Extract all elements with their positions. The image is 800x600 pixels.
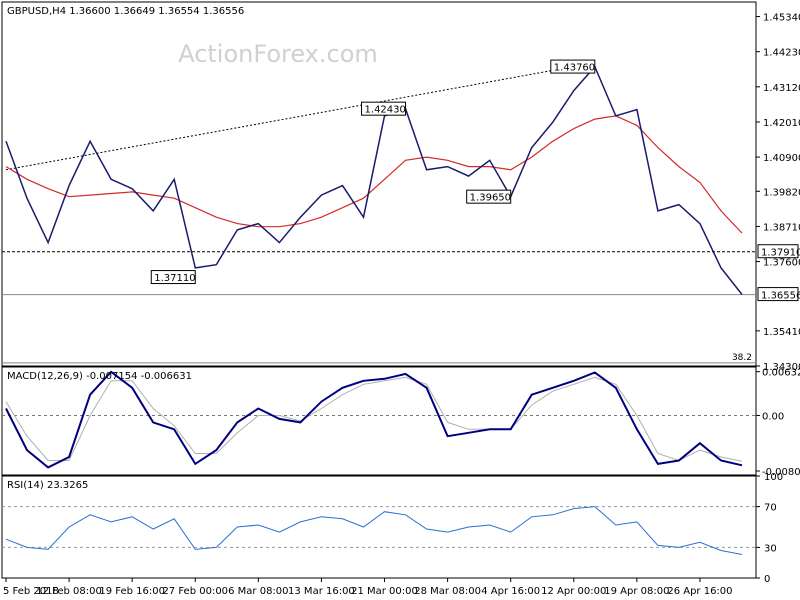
x-tick-label: 21 Mar 00:00 [351, 586, 418, 597]
price-y-axis: 1.45340 1.44230 1.43120 1.42010 1.40900 1.398… [756, 13, 800, 373]
x-tick-label: 5 Feb 2018 [3, 586, 59, 597]
x-tick-label: 6 Mar 08:00 [228, 586, 288, 597]
rsi-tick-label: 100 [764, 472, 783, 483]
x-tick-label: 4 Apr 16:00 [481, 586, 540, 597]
rsi-tick-label: 0 [764, 574, 770, 585]
x-tick-label: 19 Apr 08:00 [604, 586, 669, 597]
rsi-y-axis: 100 70 30 0 [756, 472, 783, 585]
price-annotation-label: 1.42430 [365, 105, 406, 116]
x-tick-label: 19 Feb 16:00 [99, 586, 165, 597]
price-annotation-box [361, 101, 407, 116]
rsi-panel: RSI(14) 23.3265 100 70 30 0 [1, 472, 783, 585]
x-tick-label: 28 Mar 08:00 [414, 586, 481, 597]
x-tick-label: 12 Apr 00:00 [541, 586, 606, 597]
x-tick-label: 13 Mar 16:00 [288, 586, 355, 597]
price-tick-label: 1.38710 [763, 222, 800, 233]
price-tick-label: 1.40900 [763, 153, 800, 164]
price-annotation-box [466, 189, 512, 204]
level-price-tag [757, 287, 799, 302]
price-panel: ActionForex.com 1.424301.371101.396501.4… [1, 1, 800, 373]
watermark: ActionForex.com [178, 40, 378, 68]
price-annotation-label: 1.39650 [470, 193, 511, 204]
price-tick-label: 1.42010 [763, 118, 800, 129]
price-tick-label: 1.35410 [763, 327, 800, 338]
rsi-tick-label: 70 [764, 503, 777, 514]
rsi-tick-label: 30 [764, 543, 777, 554]
price-annotation-label: 1.37110 [154, 273, 195, 284]
level-price-label: 1.36556 [761, 291, 800, 302]
price-tick-label: 1.39820 [763, 187, 800, 198]
rsi-panel-border [1, 475, 757, 579]
macd-tick-label: 0.00 [762, 411, 784, 422]
price-tick-label: 1.44230 [763, 48, 800, 59]
price-annotations: 1.42430 1.37110 1.39650 1.43760 [150, 59, 596, 285]
price-annotation-box [550, 59, 596, 74]
x-tick-label: 12 Feb 08:00 [36, 586, 102, 597]
macd-tick-label: 0.006326 [762, 368, 800, 379]
price-hline-labels: 1.37910 1.36556 38.2 [732, 244, 800, 363]
price-tick-label: 1.43120 [763, 83, 800, 94]
macd-y-axis: 0.006326 0.00 -0.008022 [756, 368, 800, 478]
price-line [5, 65, 743, 295]
trendline [5, 66, 574, 171]
macd-line [5, 370, 743, 469]
macd-tick-label: -0.008022 [762, 467, 800, 478]
x-tick-label: 26 Apr 16:00 [667, 586, 732, 597]
macd-title: MACD(12,26,9) -0.007154 -0.006631 [7, 371, 192, 382]
x-tick-label: 27 Feb 00:00 [162, 586, 228, 597]
level-price-tag [757, 244, 799, 259]
price-tick-label: 1.34300 [763, 362, 800, 373]
rsi-line [5, 506, 743, 555]
symbol-info: GBPUSD,H4 1.36600 1.36649 1.36554 1.3655… [7, 6, 244, 17]
level-price-label: 1.37910 [761, 248, 800, 259]
rsi-title: RSI(14) 23.3265 [7, 480, 88, 491]
price-hlines [2, 251, 756, 364]
price-tick-label: 1.37600 [763, 258, 800, 269]
macd-panel: MACD(12,26,9) -0.007154 -0.006631 0.0063… [1, 366, 800, 478]
moving-average-line [5, 115, 743, 234]
macd-signal-line [5, 376, 743, 462]
price-annotation-box [150, 270, 196, 285]
price-tick-label: 1.45340 [763, 13, 800, 24]
price-annotation-label: 1.43760 [554, 63, 595, 74]
macd-panel-border [1, 366, 757, 476]
fib-level-label: 38.2 [732, 353, 752, 363]
